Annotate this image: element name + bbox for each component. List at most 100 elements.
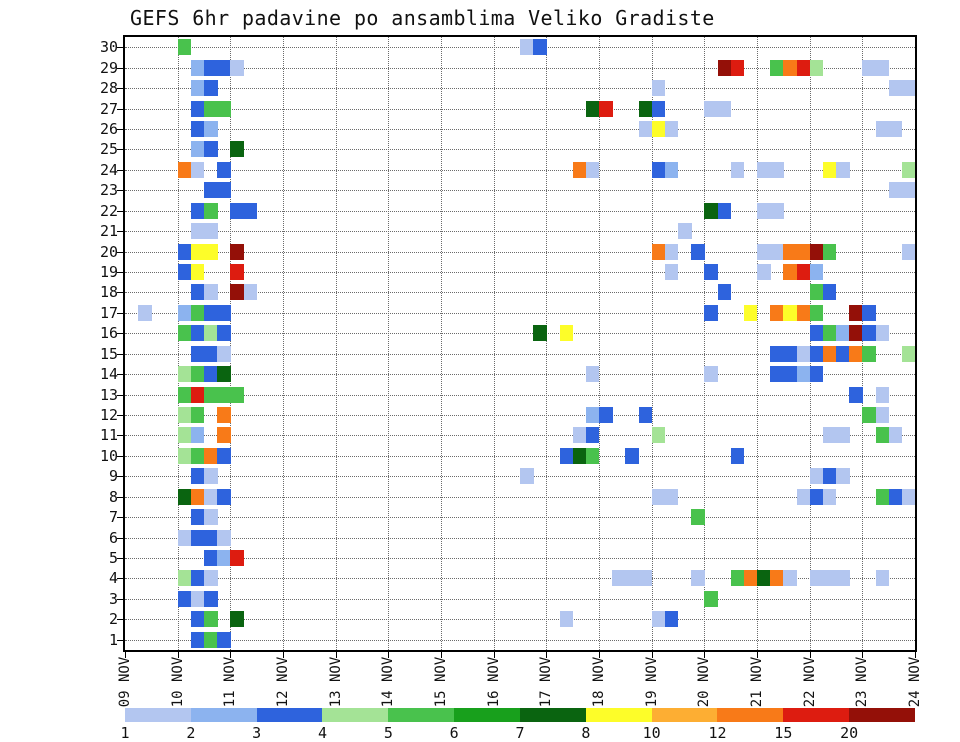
- heatmap-cell: [572, 447, 587, 464]
- y-axis-label: 2: [108, 610, 118, 629]
- heatmap-cell: [204, 631, 218, 648]
- heatmap-cell: [230, 386, 244, 403]
- y-axis-tick: [117, 517, 123, 519]
- h-gridline: [125, 394, 915, 396]
- heatmap-cell: [177, 325, 192, 342]
- heatmap-cell: [177, 366, 192, 383]
- x-axis-tick: [283, 652, 284, 658]
- y-axis-label: 9: [108, 467, 118, 486]
- y-axis-tick: [117, 108, 123, 110]
- heatmap-cell: [664, 120, 679, 137]
- heatmap-cell: [875, 120, 890, 137]
- heatmap-cell: [809, 570, 824, 587]
- heatmap-cell: [190, 611, 205, 628]
- heatmap-cell: [217, 447, 231, 464]
- y-axis-tick: [117, 558, 123, 560]
- heatmap-cell: [678, 223, 692, 240]
- y-axis-label: 24: [99, 160, 118, 179]
- x-axis-label: 10 NOV: [169, 656, 186, 708]
- heatmap-cell: [204, 182, 218, 199]
- x-axis-tick: [651, 652, 653, 658]
- colorbar: [125, 708, 915, 722]
- y-axis-tick: [117, 251, 123, 253]
- y-axis-label: 12: [99, 406, 118, 425]
- heatmap-cell: [204, 386, 218, 403]
- heatmap-cell: [691, 243, 705, 260]
- heatmap-cell: [651, 243, 666, 260]
- heatmap-cell: [770, 345, 784, 362]
- y-axis-tick: [117, 619, 123, 621]
- heatmap-cell: [638, 407, 653, 424]
- heatmap-cell: [783, 243, 797, 260]
- heatmap-cell: [691, 570, 705, 587]
- heatmap-cell: [217, 631, 231, 648]
- heatmap-cell: [783, 263, 797, 280]
- heatmap-cell: [717, 100, 732, 117]
- h-gridline: [125, 639, 915, 641]
- heatmap-cell: [585, 366, 600, 383]
- h-gridline: [125, 169, 915, 171]
- heatmap-cell: [533, 39, 547, 56]
- heatmap-cell: [190, 631, 205, 648]
- x-axis-label: 12 NOV: [275, 656, 291, 708]
- h-gridline: [125, 578, 915, 580]
- heatmap-cell: [638, 100, 653, 117]
- heatmap-cell: [796, 304, 811, 321]
- heatmap-cell: [875, 427, 890, 444]
- y-axis-tick: [117, 67, 123, 69]
- heatmap-cell: [836, 427, 850, 444]
- heatmap-cell: [809, 345, 824, 362]
- heatmap-cell: [875, 488, 890, 505]
- heatmap-cell: [730, 570, 745, 587]
- heatmap-cell: [230, 263, 244, 280]
- heatmap-cell: [177, 407, 192, 424]
- x-axis-label: 14 NOV: [380, 656, 397, 708]
- colorbar-value: 7: [515, 724, 525, 742]
- y-axis-tick: [117, 312, 123, 314]
- y-axis-label: 6: [108, 528, 118, 547]
- heatmap-cell: [217, 407, 231, 424]
- heatmap-cell: [783, 59, 797, 76]
- v-gridline: [493, 37, 495, 650]
- heatmap-cell: [796, 345, 811, 362]
- heatmap-cell: [204, 488, 218, 505]
- x-axis-tick: [599, 652, 600, 658]
- heatmap-cell: [559, 325, 574, 342]
- heatmap-cell: [177, 39, 192, 56]
- y-axis-label: 17: [99, 303, 118, 322]
- heatmap-cell: [204, 141, 218, 158]
- y-axis-label: 19: [99, 262, 118, 281]
- heatmap-cell: [217, 550, 231, 567]
- heatmap-cell: [190, 120, 205, 137]
- heatmap-cell: [664, 243, 679, 260]
- heatmap-cell: [190, 366, 205, 383]
- heatmap-cell: [190, 59, 205, 76]
- heatmap-cell: [704, 202, 718, 219]
- heatmap-cell: [204, 304, 218, 321]
- x-axis-tick: [862, 652, 864, 658]
- x-axis-tick: [704, 652, 706, 658]
- heatmap-cell: [875, 59, 890, 76]
- v-gridline: [177, 37, 179, 650]
- heatmap-cell: [691, 509, 705, 526]
- y-axis-label: 3: [108, 589, 118, 608]
- heatmap-cell: [862, 59, 876, 76]
- x-axis-tick: [125, 652, 126, 658]
- y-axis-tick: [117, 190, 123, 192]
- heatmap-cell: [888, 80, 903, 97]
- y-axis-label: 16: [99, 324, 118, 343]
- h-gridline: [125, 455, 915, 457]
- heatmap-cell: [190, 345, 205, 362]
- h-gridline: [125, 333, 915, 335]
- h-gridline: [125, 537, 915, 539]
- heatmap-cell: [770, 243, 784, 260]
- heatmap-cell: [190, 488, 205, 505]
- y-axis-tick: [117, 578, 123, 580]
- heatmap-cell: [651, 161, 666, 178]
- x-axis-tick: [546, 652, 548, 658]
- heatmap-cell: [217, 427, 231, 444]
- heatmap-cell: [836, 468, 850, 485]
- y-axis-label: 4: [108, 569, 118, 588]
- v-gridline: [651, 37, 653, 650]
- y-axis-label: 18: [99, 283, 118, 302]
